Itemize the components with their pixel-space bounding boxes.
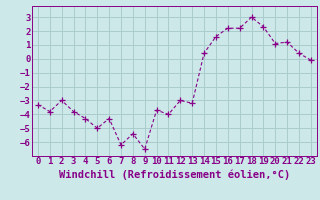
X-axis label: Windchill (Refroidissement éolien,°C): Windchill (Refroidissement éolien,°C) xyxy=(59,169,290,180)
